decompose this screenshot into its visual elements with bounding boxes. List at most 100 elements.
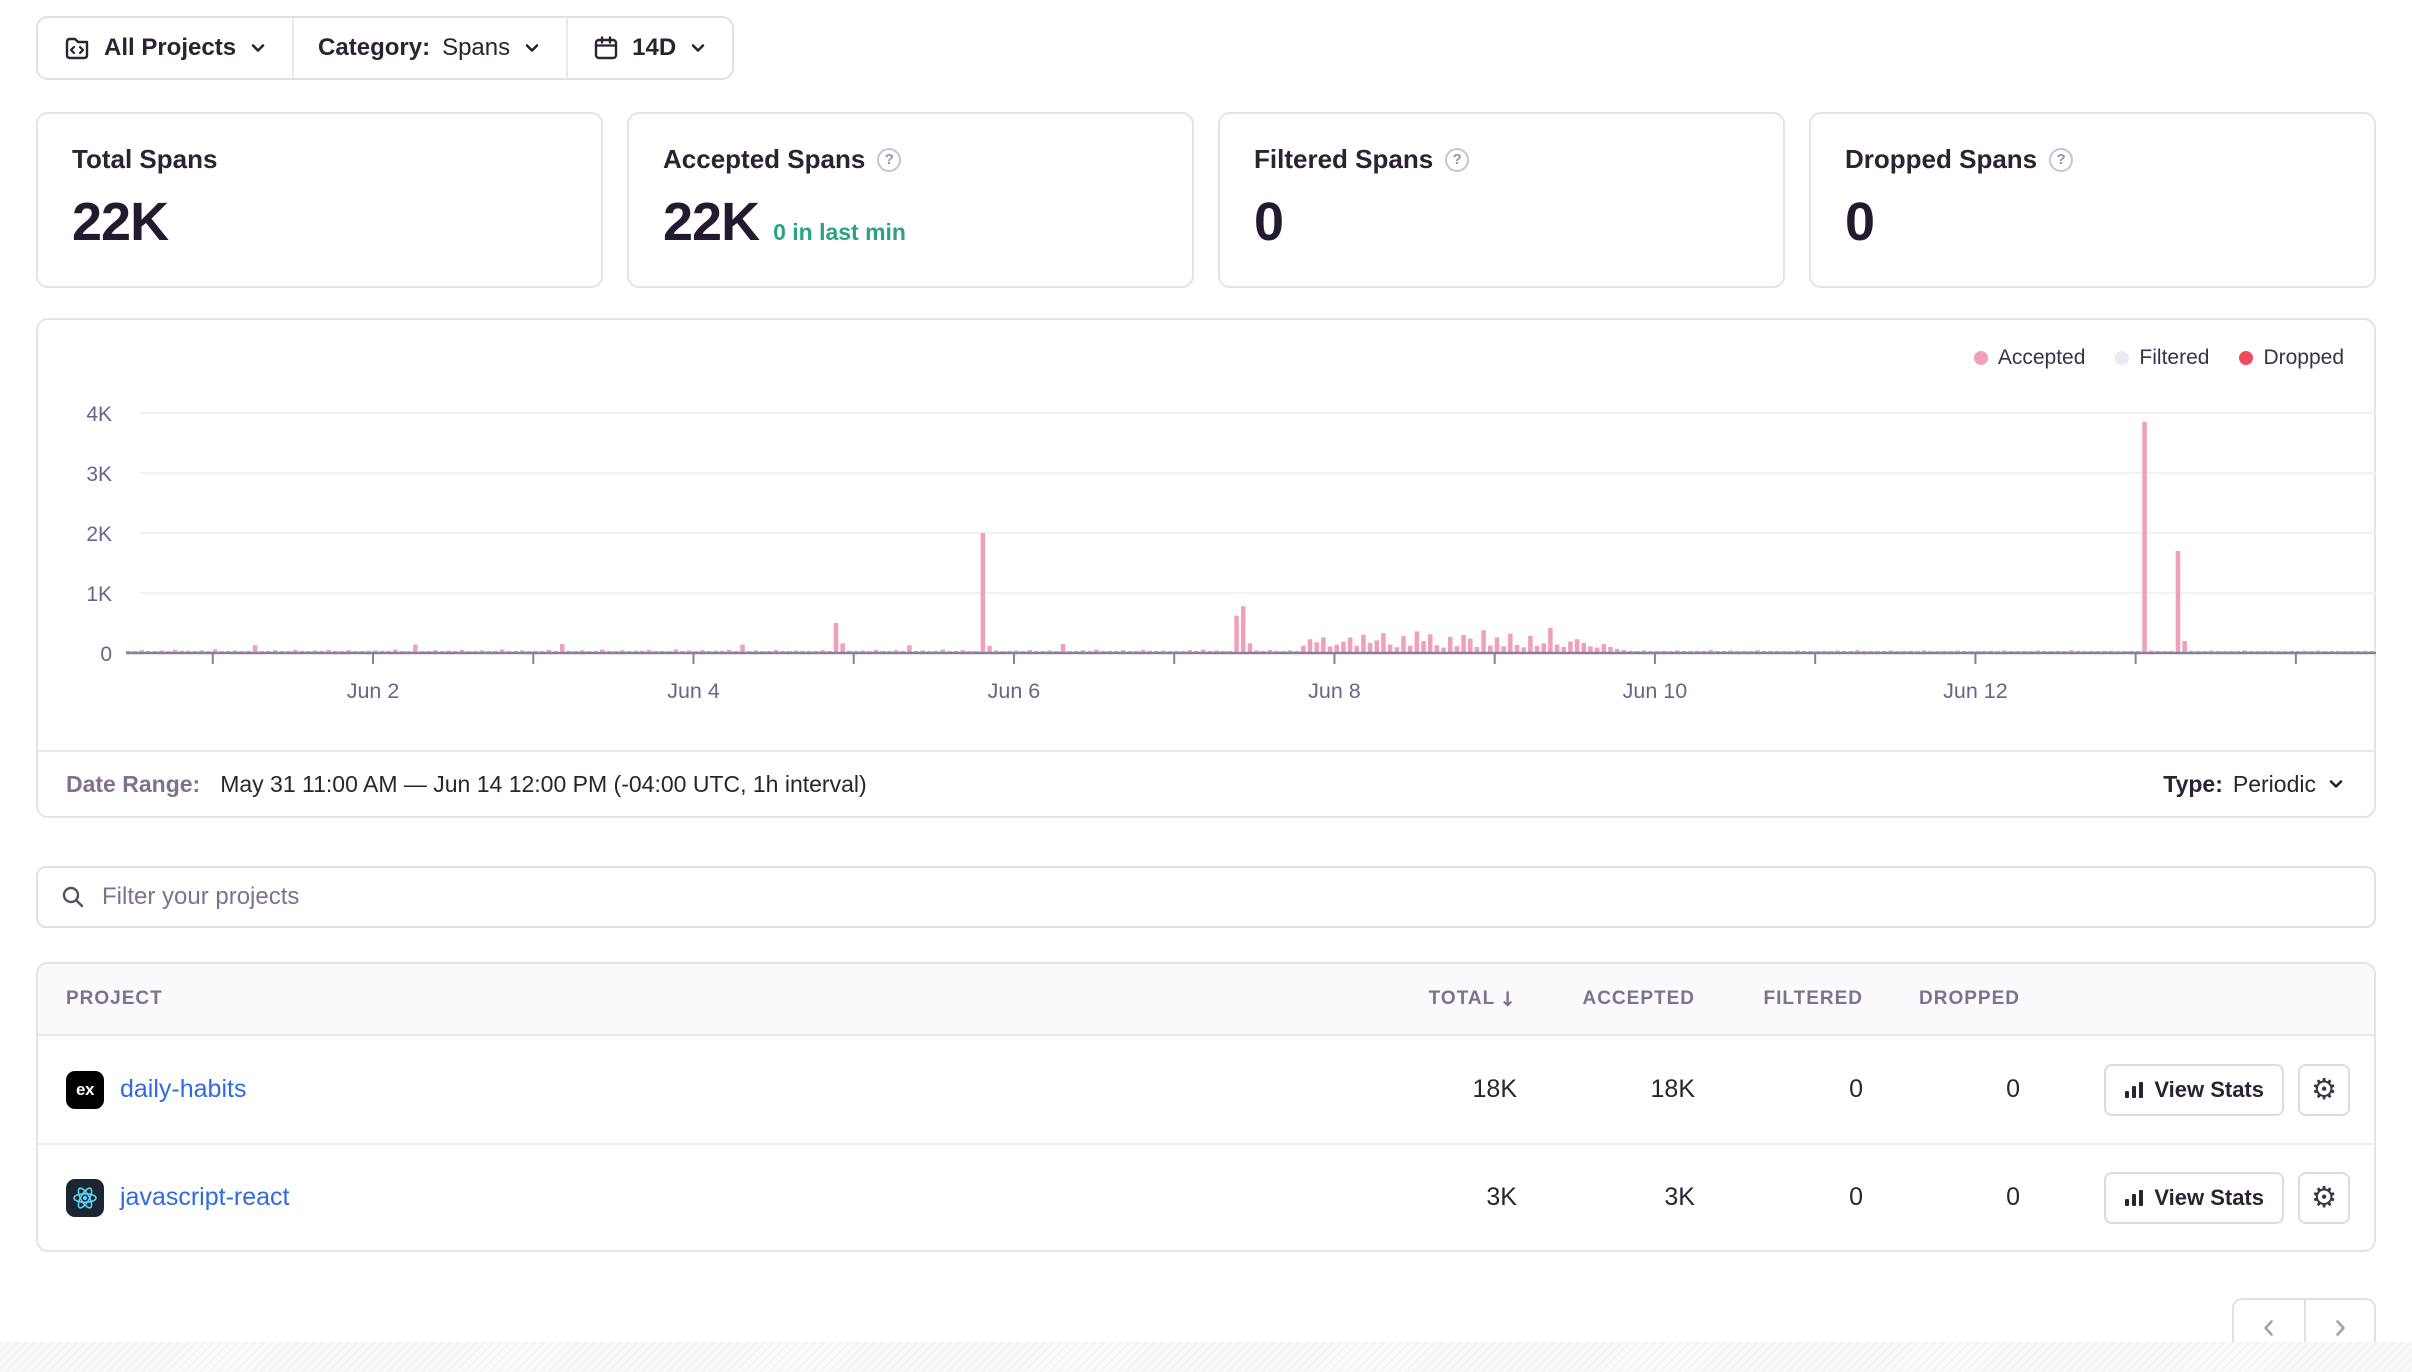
chart-bar: [987, 645, 992, 653]
chart-bar: [2175, 551, 2181, 653]
view-stats-button[interactable]: View Stats: [2104, 1171, 2284, 1224]
chart-bar: [1214, 650, 1219, 653]
chart-bar: [292, 649, 298, 653]
chart-bar: [1474, 647, 1480, 653]
svg-text:0: 0: [100, 643, 112, 666]
chart-bar: [1528, 635, 1533, 653]
projects-dropdown[interactable]: All Projects: [38, 18, 292, 78]
chart-bar: [1361, 634, 1366, 653]
chart-bar: [1501, 646, 1506, 653]
legend-item-dropped[interactable]: Dropped: [2239, 346, 2344, 370]
table-header: PROJECT TOTAL ↓ ACCEPTED FILTERED DROPPE…: [38, 964, 2374, 1036]
card-value: 0: [1845, 192, 1875, 252]
chart-bar: [1427, 634, 1433, 653]
view-stats-button[interactable]: View Stats: [2104, 1063, 2284, 1116]
chart-bar: [1488, 645, 1493, 653]
page-bottom-texture: [0, 1342, 2412, 1372]
chart-bar: [993, 650, 999, 653]
chart-bar: [1341, 641, 1346, 653]
chart-bar: [1708, 650, 1713, 653]
chart-bar: [980, 533, 986, 653]
chart-bar: [686, 650, 692, 653]
project-link[interactable]: daily-habits: [120, 1075, 247, 1103]
chart-bar: [1200, 649, 1206, 653]
chart-bar: [833, 623, 839, 653]
search-icon: [62, 886, 84, 908]
chart-bar: [1387, 644, 1393, 653]
type-label: Type:: [2163, 770, 2223, 797]
chart-bar: [1334, 644, 1339, 653]
chevron-down-icon: [525, 44, 539, 52]
chart-bar: [272, 650, 278, 653]
chart-bar: [773, 650, 779, 653]
help-icon[interactable]: ?: [2049, 147, 2074, 172]
chart-bar: [1434, 645, 1440, 653]
chart-bar: [1888, 650, 1894, 653]
chart-bar: [1514, 644, 1520, 653]
calendar-icon: [594, 36, 618, 60]
filtered-value: 0: [1849, 1183, 1863, 1211]
chart-bar: [2182, 641, 2187, 653]
chart-bar: [1401, 636, 1406, 653]
card-value: 0: [1254, 192, 1284, 252]
card-note: 0 in last min: [773, 219, 906, 245]
chart-bar: [1327, 646, 1333, 653]
chart-bar: [700, 650, 705, 653]
chart-bar: [1407, 645, 1413, 653]
chart-bar: [499, 649, 505, 653]
card-value: 22K: [663, 192, 760, 252]
chart-bar: [580, 650, 585, 653]
project-link[interactable]: javascript-react: [120, 1183, 290, 1211]
chart-bar: [1454, 646, 1460, 653]
accepted-value: 18K: [1650, 1075, 1695, 1103]
date-range-text: May 31 11:00 AM — Jun 14 12:00 PM (-04:0…: [220, 770, 867, 797]
svg-text:Jun 10: Jun 10: [1623, 679, 1688, 703]
accepted-spans-card: Accepted Spans ? 22K 0 in last min: [627, 112, 1194, 288]
chart-bar: [1461, 635, 1466, 653]
chart-bar: [139, 650, 144, 653]
chart-bar: [600, 649, 605, 653]
chart-bar: [1588, 646, 1593, 653]
project-settings-button[interactable]: ⚙: [2298, 1171, 2350, 1224]
svg-text:Jun 4: Jun 4: [667, 679, 720, 703]
chart-bar: [1247, 643, 1253, 653]
filter-projects-input[interactable]: [102, 883, 2352, 911]
chart-bar: [646, 649, 652, 653]
column-accepted: ACCEPTED: [1582, 988, 1695, 1009]
date-range-dropdown[interactable]: 14D: [566, 18, 732, 78]
type-dropdown[interactable]: Type: Periodic: [2163, 771, 2346, 798]
chart-bar: [1614, 648, 1620, 653]
gear-icon: ⚙: [2311, 1072, 2337, 1106]
legend-item-filtered[interactable]: Filtered: [2115, 346, 2209, 370]
projects-dropdown-label: All Projects: [104, 34, 237, 61]
chart-bar: [1447, 636, 1453, 653]
dropped-value: 0: [2006, 1075, 2020, 1103]
chart-bar: [1013, 650, 1019, 653]
category-dropdown[interactable]: Category: Spans: [292, 18, 566, 78]
chart-bar: [1601, 644, 1607, 653]
chevron-right-icon: [2336, 1320, 2345, 1336]
chart-bar: [1314, 642, 1319, 653]
help-icon[interactable]: ?: [1445, 147, 1470, 172]
help-icon[interactable]: ?: [877, 147, 902, 172]
project-settings-button[interactable]: ⚙: [2298, 1063, 2350, 1116]
date-range-value: 14D: [632, 34, 677, 61]
chart-bar: [820, 650, 825, 653]
chart-bar: [1921, 650, 1927, 653]
chart-bar: [1234, 615, 1239, 653]
legend-item-accepted[interactable]: Accepted: [1973, 346, 2085, 370]
chart-bar: [1414, 631, 1420, 653]
chart-bar: [1467, 638, 1473, 653]
chart-bar: [546, 650, 552, 653]
projects-table: PROJECT TOTAL ↓ ACCEPTED FILTERED DROPPE…: [36, 962, 2376, 1252]
type-value: Periodic: [2232, 770, 2316, 797]
date-range-label: Date Range:: [66, 770, 201, 797]
legend-label: Dropped: [2263, 346, 2344, 369]
column-total-sort[interactable]: TOTAL ↓: [1367, 987, 1517, 1011]
chart-bar: [312, 650, 318, 653]
chart-bar: [940, 649, 946, 653]
chart-bar: [1561, 647, 1566, 653]
dropped-value: 0: [2006, 1183, 2020, 1211]
chart-bar: [1548, 627, 1553, 653]
